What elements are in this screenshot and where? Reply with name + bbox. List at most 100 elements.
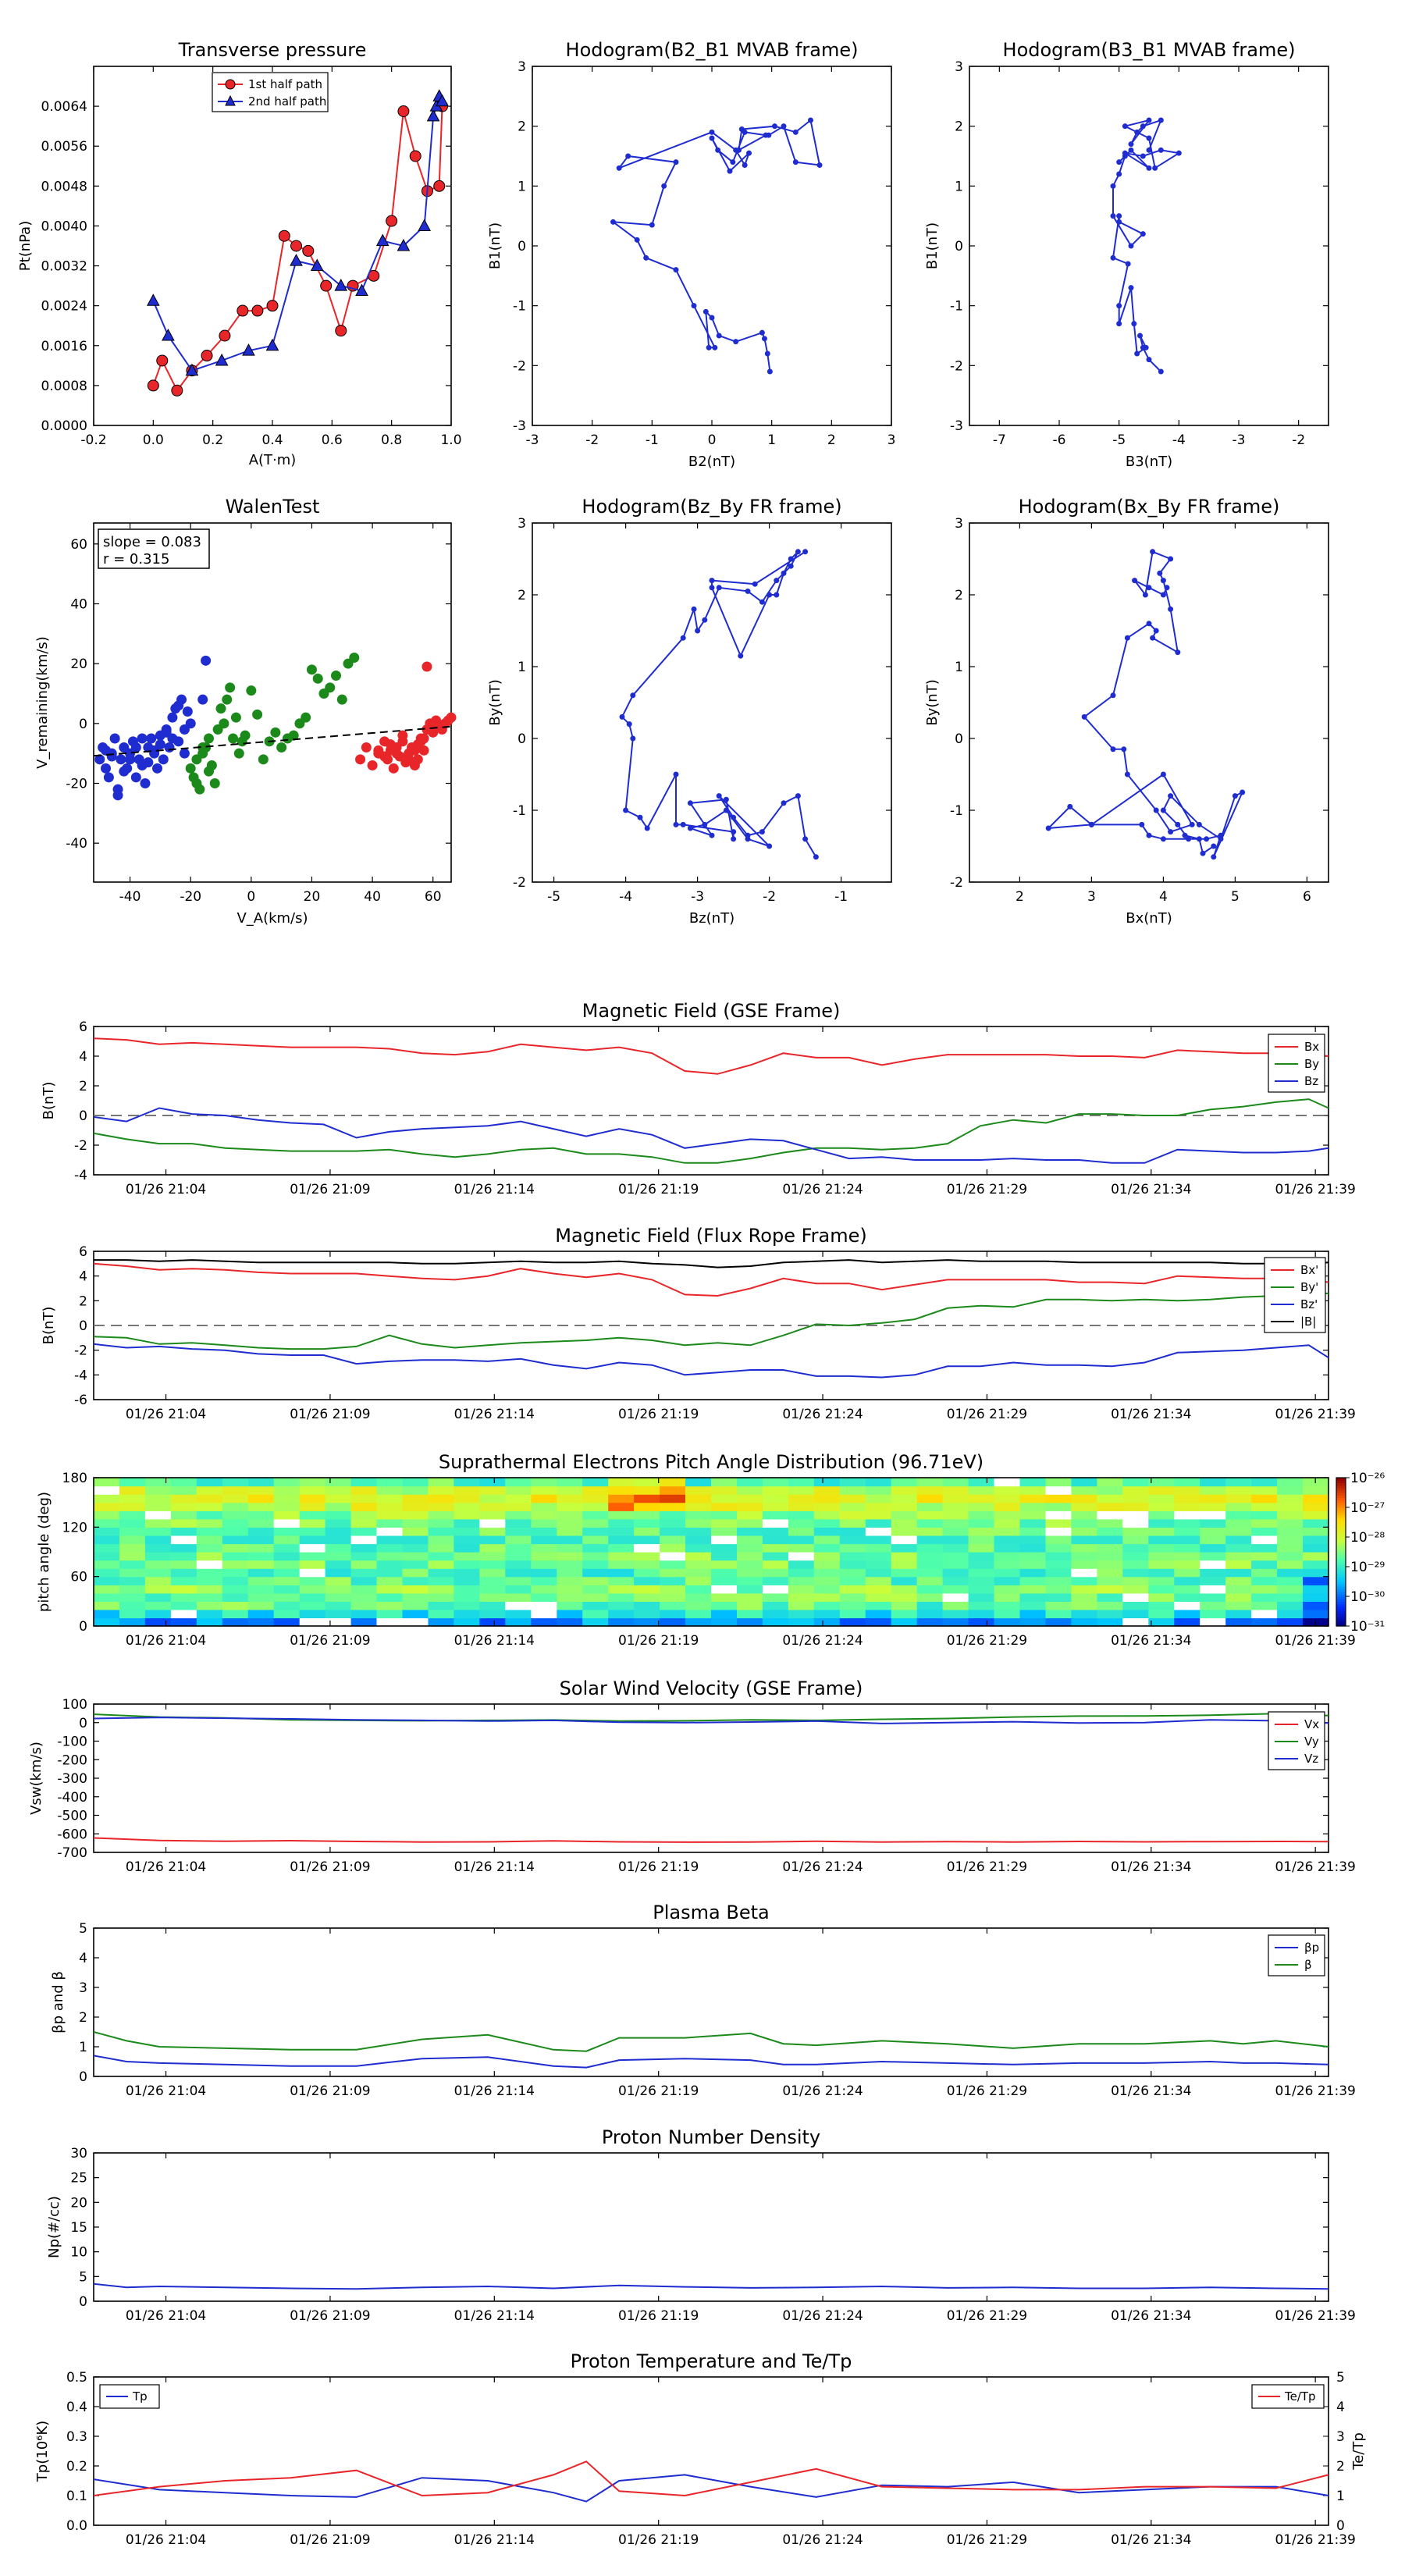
heatmap-cell xyxy=(660,1510,686,1520)
heatmap-cell xyxy=(1251,1609,1278,1619)
heatmap-cell xyxy=(634,1518,660,1528)
h4-ytick-label: 0 xyxy=(955,731,963,747)
heatmap-cell xyxy=(968,1502,995,1511)
heatmap-cell xyxy=(1174,1552,1200,1561)
beta-xtick-label: 01/26 21:09 xyxy=(290,2083,370,2099)
hodogram-point xyxy=(736,147,742,153)
heatmap-cell xyxy=(299,1527,326,1536)
scatter-point xyxy=(101,763,112,774)
heatmap-cell xyxy=(273,1585,301,1594)
heatmap-cell xyxy=(1303,1494,1329,1503)
heatmap-cell xyxy=(582,1494,609,1503)
heatmap-cell xyxy=(865,1560,892,1569)
data-point xyxy=(156,354,169,367)
heatmap-cell xyxy=(454,1601,480,1610)
heatmap-cell xyxy=(582,1560,609,1569)
hodogram-point xyxy=(1189,821,1195,827)
hodogram-point xyxy=(774,592,780,598)
heatmap-cell xyxy=(1122,1585,1149,1594)
heatmap-cell xyxy=(813,1502,841,1511)
hodogram-point xyxy=(1081,713,1087,720)
heatmap-cell xyxy=(762,1601,789,1610)
heatmap-cell xyxy=(1200,1478,1226,1487)
heatmap-cell xyxy=(994,1568,1021,1578)
data-point xyxy=(251,304,264,317)
heatmap-cell xyxy=(299,1502,326,1511)
heatmap-cell xyxy=(1019,1510,1047,1520)
heatmap-cell xyxy=(376,1502,404,1511)
heatmap-cell xyxy=(479,1568,506,1578)
hodogram-point xyxy=(709,585,715,591)
heatmap-cell xyxy=(1277,1617,1304,1627)
hodogram-point xyxy=(761,336,767,342)
scatter-point xyxy=(143,757,154,768)
heatmap-cell xyxy=(94,1510,120,1520)
scatter-point xyxy=(331,671,342,681)
hodogram-h1: Hodogram(B2_B1 MVAB frame) -3 -2 -1 0 1 2 3 -3 -2… xyxy=(487,39,895,470)
heatmap-cell xyxy=(813,1568,841,1578)
colorbar-segment xyxy=(1336,1611,1346,1614)
mag_fr-xtick-label: 01/26 21:39 xyxy=(1275,1407,1355,1422)
transverse-pressure-chart: Transverse pressure -0.2 0.0 0.2 0.4 0.6 0.8 1.… xyxy=(17,39,462,468)
heatmap-cell xyxy=(1277,1601,1304,1610)
heatmap-cell xyxy=(1045,1592,1072,1602)
heatmap-cell xyxy=(144,1560,172,1569)
heatmap-cell xyxy=(325,1585,352,1594)
h1-xtick-label: -3 xyxy=(526,432,539,448)
heatmap-cell xyxy=(247,1601,275,1610)
heatmap-cell xyxy=(531,1535,557,1545)
hodogram-point xyxy=(1128,141,1134,148)
heatmap-cell xyxy=(299,1552,326,1561)
heatmap-cell xyxy=(402,1535,429,1545)
series-line-Bx xyxy=(93,1037,1329,1075)
hodogram-point xyxy=(1128,285,1134,291)
heatmap-cell xyxy=(1071,1601,1097,1610)
series-line-Bx' xyxy=(93,1262,1329,1297)
hodogram-point xyxy=(1160,836,1166,842)
colorbar-segment xyxy=(1336,1603,1346,1607)
heatmap-cell xyxy=(660,1518,686,1528)
heatmap-cell xyxy=(170,1502,197,1511)
heatmap-cell xyxy=(531,1510,557,1520)
walen-xtick-label: -20 xyxy=(180,889,201,905)
pad-xtick-label: 01/26 21:19 xyxy=(618,1633,699,1649)
heatmap-cell xyxy=(891,1518,918,1528)
heatmap-cell xyxy=(582,1576,609,1585)
heatmap-cell xyxy=(916,1518,944,1528)
heatmap-cell xyxy=(839,1543,866,1553)
heatmap-cell xyxy=(865,1543,892,1553)
heatmap-cell xyxy=(865,1592,892,1602)
heatmap-cell xyxy=(299,1592,326,1602)
hodogram-point xyxy=(702,821,708,827)
scatter-point xyxy=(201,655,212,666)
heatmap-cell xyxy=(1019,1568,1047,1578)
chart-title: Hodogram(B2_B1 MVAB frame) xyxy=(566,39,859,61)
heatmap-cell xyxy=(813,1560,841,1569)
heatmap-cell xyxy=(479,1576,506,1585)
heatmap-cell xyxy=(839,1609,866,1619)
heatmap-cell xyxy=(1045,1527,1072,1536)
h1-ytick-label: -3 xyxy=(513,418,526,434)
hodogram-point xyxy=(695,628,701,634)
vsw-ytick-label: -700 xyxy=(57,1845,87,1861)
heatmap-cell xyxy=(737,1543,763,1553)
heatmap-cell xyxy=(762,1478,789,1487)
heatmap-cell xyxy=(788,1485,815,1495)
heatmap-cell xyxy=(247,1609,275,1619)
heatmap-cell xyxy=(119,1552,146,1561)
heatmap-cell xyxy=(634,1568,660,1578)
heatmap-cell xyxy=(737,1576,763,1585)
scatter-point xyxy=(167,712,178,723)
scatter-point xyxy=(152,763,163,774)
heatmap-cell xyxy=(376,1494,404,1503)
heatmap-cell xyxy=(1251,1601,1278,1610)
h2-ytick-label: 1 xyxy=(955,179,963,194)
hodogram-point xyxy=(767,592,773,598)
y-axis-label: B(nT) xyxy=(41,1307,57,1345)
hodogram-point xyxy=(680,821,686,827)
hodogram-point xyxy=(649,222,655,228)
heatmap-cell xyxy=(942,1478,969,1487)
h3-xtick-label: -5 xyxy=(547,889,560,905)
series-line-Np xyxy=(93,2282,1329,2290)
data-point xyxy=(310,258,324,272)
